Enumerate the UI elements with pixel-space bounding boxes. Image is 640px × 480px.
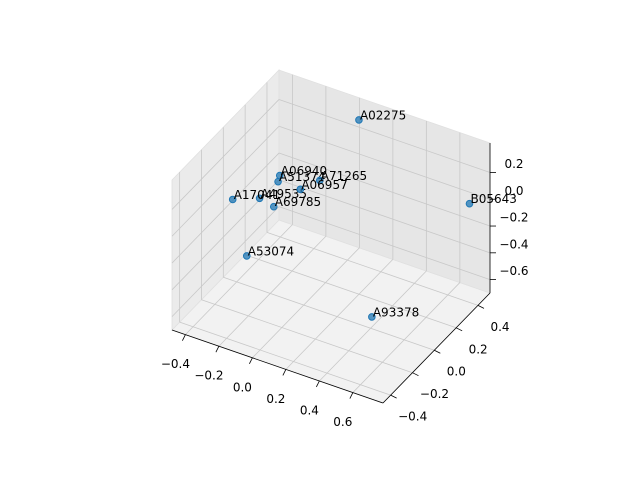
y-axis — [382, 292, 491, 404]
point — [255, 194, 264, 203]
point-label: A02275 — [360, 108, 406, 122]
tick-mark — [434, 349, 441, 354]
grid-line — [252, 247, 360, 359]
tick-mark — [282, 369, 287, 376]
z-tick-label: 0.2 — [504, 157, 523, 171]
point-label: B05643 — [470, 192, 516, 206]
point-label: A49535 — [261, 187, 307, 201]
point — [269, 202, 278, 211]
point-label: A71265 — [321, 169, 367, 183]
tick-mark — [390, 394, 397, 399]
point — [355, 116, 363, 124]
point-label: A69785 — [275, 195, 321, 209]
y-tick-label: −0.2 — [420, 387, 449, 401]
grid-line — [171, 99, 280, 210]
point-label: A06957 — [301, 178, 347, 192]
x-tick-label: 0.2 — [266, 392, 285, 406]
x-tick-label: −0.4 — [161, 357, 190, 371]
tick-mark — [249, 357, 253, 364]
point — [465, 199, 474, 208]
y-tick-label: 0.4 — [490, 320, 509, 334]
point — [296, 185, 305, 194]
tick-mark — [182, 334, 186, 341]
point — [242, 252, 251, 260]
y-tick-label: 0.0 — [447, 365, 466, 379]
point — [274, 177, 282, 186]
z-tick-label: −0.2 — [499, 211, 528, 225]
grid-line — [179, 321, 391, 396]
grid-line — [285, 259, 394, 370]
grid-line — [278, 152, 491, 227]
grid-line — [185, 224, 293, 335]
tick-mark — [349, 392, 354, 399]
grid-line — [171, 152, 280, 264]
tick-mark — [477, 304, 485, 309]
grid-line — [218, 235, 327, 347]
grid-line — [201, 299, 413, 374]
grid-line — [278, 125, 491, 200]
grid-line — [245, 254, 457, 329]
point-label: A51374 — [279, 170, 325, 184]
x-tick-label: 0.6 — [333, 415, 352, 429]
tick-mark — [215, 346, 220, 353]
point-label: A53074 — [248, 244, 294, 258]
x-tick-label: 0.0 — [233, 380, 252, 394]
grid-line — [352, 282, 461, 393]
grid-line — [278, 206, 491, 280]
z-tick-label: 0.0 — [504, 184, 523, 198]
y-tick-label: 0.2 — [469, 342, 488, 356]
grid-line — [171, 125, 280, 237]
grid-line — [278, 99, 491, 173]
z-tick-label: −0.6 — [499, 264, 528, 278]
z-tick-label: −0.4 — [499, 237, 528, 251]
point — [368, 313, 376, 321]
grid-line — [319, 270, 427, 382]
x-axis — [171, 329, 384, 404]
x-tick-label: 0.4 — [300, 403, 319, 417]
tick-mark — [412, 372, 419, 377]
grid-line — [278, 179, 491, 254]
tick-mark — [316, 380, 320, 388]
point-label: A93378 — [373, 305, 419, 319]
grid-line — [223, 276, 435, 351]
y-tick-label: −0.4 — [398, 410, 427, 424]
x-tick-label: −0.2 — [194, 369, 223, 383]
grid-line — [266, 231, 479, 306]
tick-mark — [455, 327, 463, 332]
point — [315, 176, 324, 185]
grid-line — [171, 206, 280, 317]
point-label: A17041 — [234, 188, 280, 202]
point-label: A06940 — [281, 164, 327, 178]
point — [228, 195, 237, 204]
